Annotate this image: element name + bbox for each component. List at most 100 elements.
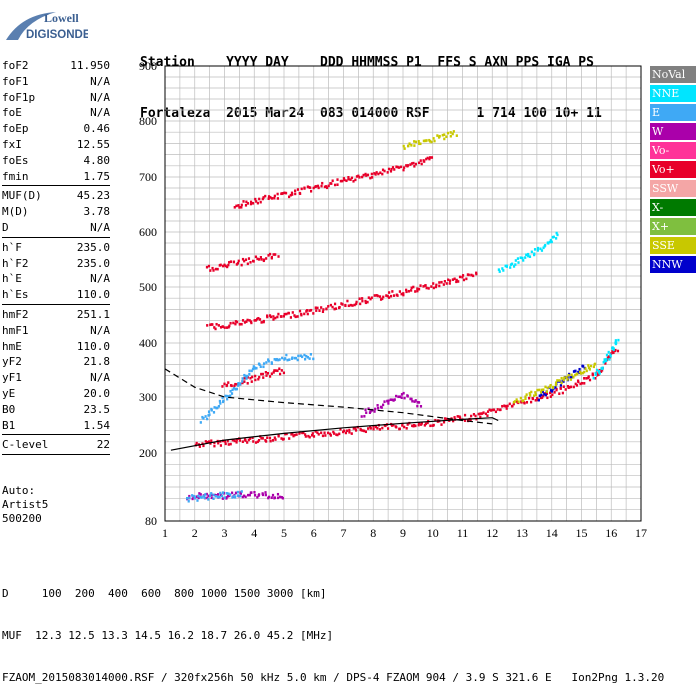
echo-pixel xyxy=(554,381,558,384)
echo-pixel xyxy=(383,400,386,403)
param-name: D xyxy=(2,220,9,234)
echo-pixel xyxy=(308,309,311,312)
echo-pixel xyxy=(329,434,332,437)
echo-pixel xyxy=(553,391,556,394)
auto-label: Auto: xyxy=(2,484,36,497)
echo-pixel xyxy=(350,432,353,435)
echo-trace xyxy=(233,156,434,209)
echo-pixel xyxy=(525,393,528,396)
echo-pixel xyxy=(323,185,327,189)
echo-pixel xyxy=(554,383,558,387)
echo-pixel xyxy=(514,259,517,262)
echo-pixel xyxy=(416,404,419,408)
echo-pixel xyxy=(236,490,239,494)
echo-pixel xyxy=(254,367,257,370)
echo-pixel xyxy=(231,496,234,499)
echo-pixel xyxy=(381,172,384,176)
echo-pixel xyxy=(569,376,572,379)
echo-pixel xyxy=(339,179,342,183)
echo-pixel xyxy=(241,319,245,322)
param-value: N/A xyxy=(90,272,110,286)
echo-pixel xyxy=(389,169,393,173)
echo-pixel xyxy=(214,494,218,498)
echo-pixel xyxy=(574,369,577,373)
echo-pixel xyxy=(537,398,540,402)
echo-pixel xyxy=(451,278,455,281)
param-value: 0.46 xyxy=(83,122,111,136)
echo-pixel xyxy=(216,495,220,499)
echo-pixel xyxy=(235,438,239,441)
echo-pixel xyxy=(326,431,330,435)
echo-pixel xyxy=(393,398,396,401)
echo-pixel xyxy=(550,390,554,393)
x-tick-label: 4 xyxy=(251,526,257,540)
param-name: yE xyxy=(2,386,16,400)
echo-pixel xyxy=(417,401,421,404)
echo-pixel xyxy=(269,315,273,319)
echo-pixel xyxy=(348,430,351,434)
echo-pixel xyxy=(445,282,448,285)
echo-pixel xyxy=(420,422,423,425)
echo-pixel xyxy=(193,496,197,500)
echo-pixel xyxy=(353,303,356,307)
echo-pixel xyxy=(256,201,259,205)
echo-pixel xyxy=(235,440,238,444)
echo-pixel xyxy=(509,263,513,266)
echo-pixel xyxy=(214,267,217,271)
echo-pixel xyxy=(229,321,232,325)
echo-pixel xyxy=(350,176,354,180)
echo-pixel xyxy=(202,417,205,420)
echo-pixel xyxy=(558,392,561,396)
echo-pixel xyxy=(378,428,382,431)
echo-pixel xyxy=(320,184,323,188)
echo-pixel xyxy=(419,284,422,287)
x-tick-label: 15 xyxy=(576,526,588,540)
echo-pixel xyxy=(277,434,280,437)
echo-pixel xyxy=(284,432,287,436)
echo-pixel xyxy=(522,399,525,402)
echo-pixel xyxy=(257,493,261,496)
echo-pixel xyxy=(250,491,253,494)
echo-pixel xyxy=(371,176,374,179)
echo-pixel xyxy=(372,427,375,431)
echo-pixel xyxy=(364,301,367,305)
echo-pixel xyxy=(513,400,517,403)
y-tick-label: 200 xyxy=(139,446,157,460)
echo-pixel xyxy=(477,412,480,416)
echo-pixel xyxy=(385,294,388,297)
echo-pixel xyxy=(544,385,547,389)
echo-pixel xyxy=(291,193,294,196)
legend-item: SSE xyxy=(650,237,696,254)
echo-pixel xyxy=(418,161,421,165)
legend-item: Vo+ xyxy=(650,161,696,178)
legend-item: Vo- xyxy=(650,142,696,159)
echo-pixel xyxy=(221,497,224,500)
echo-pixel xyxy=(283,191,286,195)
param-value: N/A xyxy=(90,323,110,337)
echo-pixel xyxy=(226,494,230,498)
echo-pixel xyxy=(565,375,568,379)
echo-pixel xyxy=(355,300,358,304)
echo-pixel xyxy=(255,366,258,370)
echo-pixel xyxy=(329,432,332,436)
echo-pixel xyxy=(568,385,571,389)
echo-pixel xyxy=(234,322,237,326)
echo-pixel xyxy=(595,368,599,372)
echo-pixel xyxy=(359,427,362,431)
echo-pixel xyxy=(390,167,393,171)
param-group: foF2 11.950 foF1 N/A foF1p N/A foE N/A foEp 0.46 f… xyxy=(2,58,111,187)
echo-pixel xyxy=(424,422,427,426)
x-tick-label: 16 xyxy=(605,526,617,540)
footer-muf-row: MUF 12.3 12.5 13.3 14.5 16.2 18.7 26.0 4… xyxy=(2,629,334,642)
echo-pixel xyxy=(530,250,533,254)
plot-grid xyxy=(164,65,642,521)
echo-pixel xyxy=(405,427,408,430)
echo-pixel xyxy=(607,350,610,354)
param-value: 1.54 xyxy=(83,418,111,432)
echo-pixel xyxy=(241,440,244,444)
echo-pixel xyxy=(227,395,231,398)
echo-pixel xyxy=(227,263,230,267)
echo-pixel xyxy=(426,421,429,425)
echo-pixel xyxy=(362,173,365,177)
echo-pixel xyxy=(274,438,277,441)
